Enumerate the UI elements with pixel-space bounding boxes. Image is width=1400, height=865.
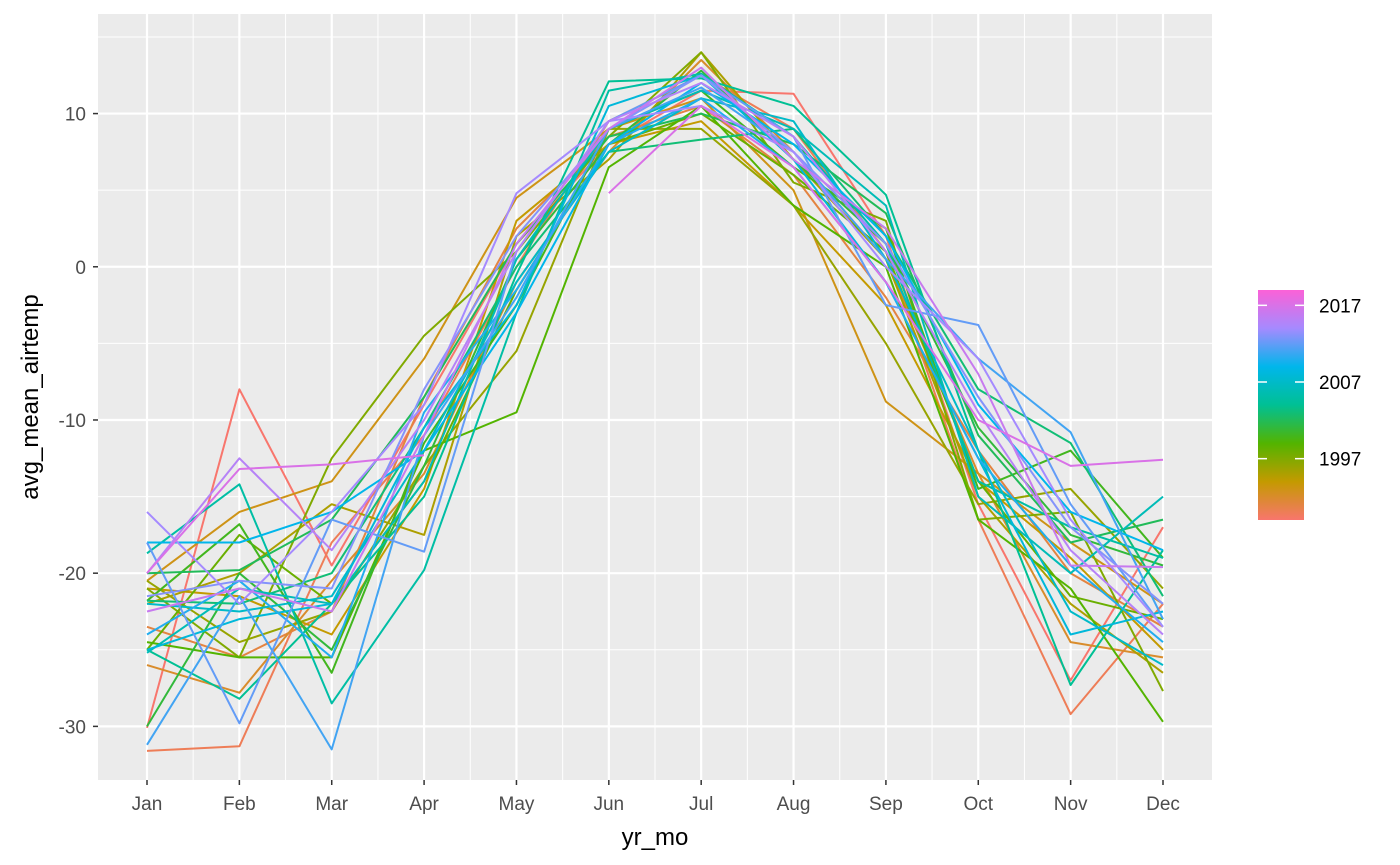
series-line [146,104,1164,574]
series-line [146,74,1164,651]
series-line [146,66,1164,613]
series-line [146,81,1164,636]
x-tick-label: May [499,794,535,815]
x-tick-label: Apr [409,794,439,815]
series-line [146,120,1164,651]
series-lines [146,51,1164,752]
x-tick-label: Jun [593,794,624,815]
x-tick-label: Aug [777,794,811,815]
legend-tick-label: 2017 [1319,296,1361,317]
x-axis-title: yr_mo [622,824,689,851]
series-line [146,86,1164,751]
x-tick-label: Nov [1054,794,1088,815]
x-tick-label: Feb [223,794,256,815]
x-axis: Jan Feb Mar Apr May Jun Jul Aug Sep Oct Nov Dec [132,780,1180,815]
series-line [146,127,1164,605]
series-line [146,51,1164,692]
legend-tick-label: 1997 [1319,450,1361,471]
legend-colorbar-gradient [1258,290,1304,520]
series-line [146,89,1164,654]
y-tick-label: 0 [75,258,86,279]
series-line [146,104,1164,628]
series-line [146,112,1164,651]
x-tick-label: Jan [132,794,163,815]
y-axis: -30 -20 -10 0 10 [59,105,98,738]
y-tick-label: 10 [65,105,86,126]
y-tick-label: -20 [59,564,86,585]
y-axis-title: avg_mean_airtemp [17,294,44,499]
x-tick-label: Mar [315,794,348,815]
legend-colorbar: 1997 2007 2017 [1258,290,1361,520]
x-tick-label: Dec [1146,794,1180,815]
series-line [146,51,1164,674]
x-tick-label: Jul [689,794,713,815]
y-tick-label: -30 [59,717,86,738]
y-tick-label: -10 [59,411,86,432]
x-tick-label: Oct [963,794,993,815]
series-line [146,97,1164,659]
legend-tick-label: 2007 [1319,373,1361,394]
series-line [146,104,1164,723]
x-tick-label: Sep [869,794,903,815]
